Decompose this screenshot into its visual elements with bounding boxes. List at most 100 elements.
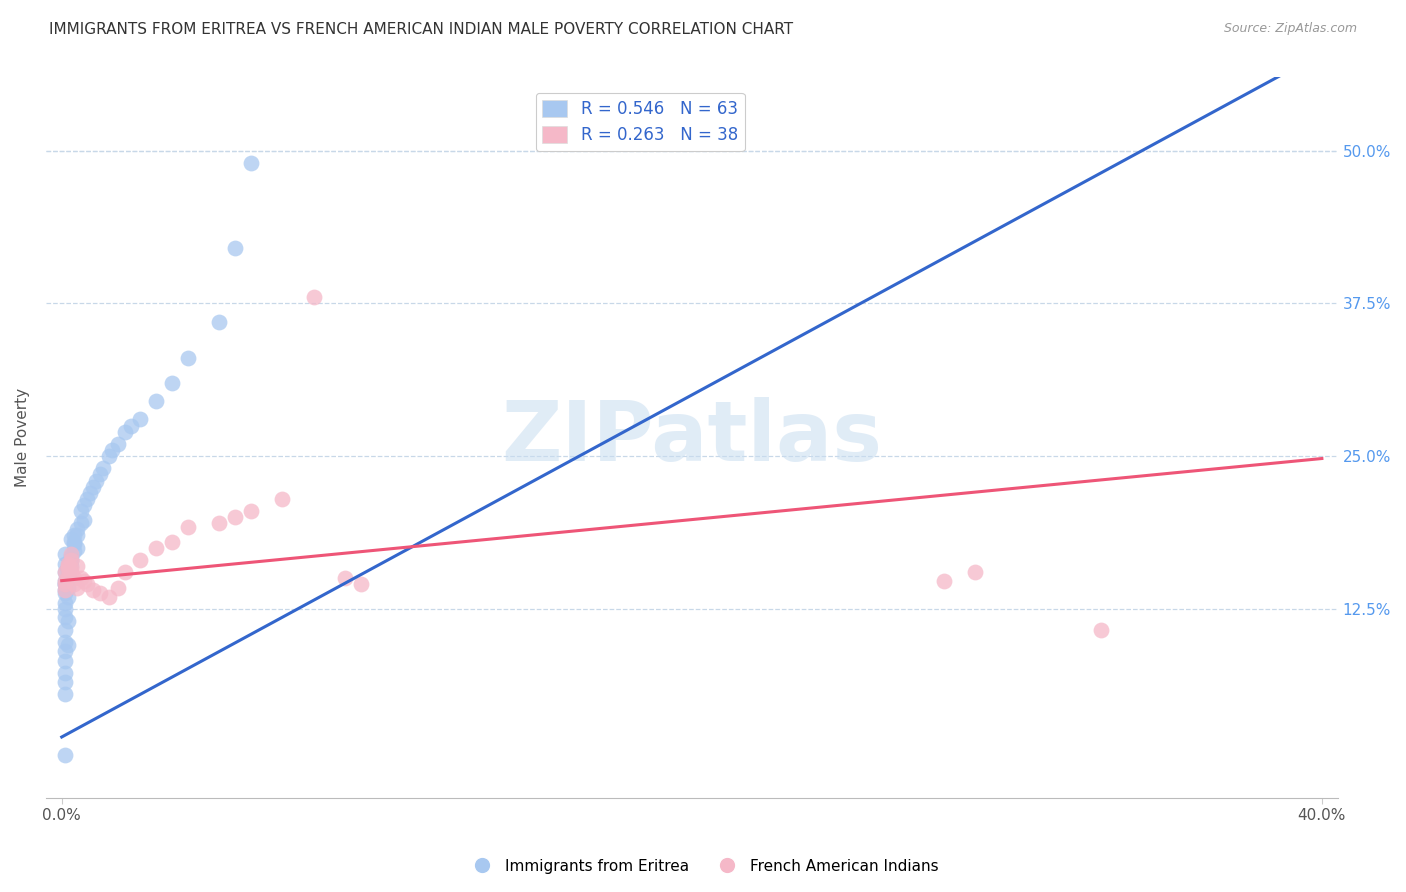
Point <box>107 437 129 451</box>
Legend: Immigrants from Eritrea, French American Indians: Immigrants from Eritrea, French American… <box>461 853 945 880</box>
Point <box>89 467 111 482</box>
Point <box>53 577 76 591</box>
Point <box>63 528 86 542</box>
Point <box>114 425 136 439</box>
Point <box>56 590 79 604</box>
Point <box>53 565 76 579</box>
Text: Source: ZipAtlas.com: Source: ZipAtlas.com <box>1223 22 1357 36</box>
Point <box>56 565 79 579</box>
Point <box>69 504 91 518</box>
Point <box>53 547 76 561</box>
Point <box>56 568 79 582</box>
Point <box>63 571 86 585</box>
Point <box>53 574 76 588</box>
Point <box>224 510 246 524</box>
Point <box>56 561 79 575</box>
Point <box>53 666 76 681</box>
Point <box>69 516 91 531</box>
Point <box>160 376 183 390</box>
Point <box>89 586 111 600</box>
Point <box>239 156 262 170</box>
Point <box>53 583 76 598</box>
Point <box>66 559 89 574</box>
Point <box>53 623 76 637</box>
Point <box>60 559 83 574</box>
Point <box>76 491 98 506</box>
Point <box>965 565 987 579</box>
Legend: R = 0.546   N = 63, R = 0.263   N = 38: R = 0.546 N = 63, R = 0.263 N = 38 <box>536 93 745 151</box>
Point <box>56 581 79 595</box>
Point <box>53 577 76 591</box>
Point <box>98 590 121 604</box>
Point <box>53 601 76 615</box>
Point <box>224 242 246 256</box>
Point <box>53 574 76 588</box>
Point <box>53 748 76 763</box>
Point <box>53 557 76 571</box>
Point <box>86 474 108 488</box>
Point <box>66 581 89 595</box>
Point <box>208 516 231 531</box>
Point <box>82 583 104 598</box>
Point <box>932 574 955 588</box>
Point <box>69 571 91 585</box>
Point <box>66 528 89 542</box>
Point <box>120 418 142 433</box>
Point <box>60 549 83 564</box>
Point <box>60 553 83 567</box>
Point <box>177 351 200 366</box>
Point <box>56 557 79 571</box>
Point <box>53 654 76 668</box>
Point <box>239 504 262 518</box>
Point <box>73 498 96 512</box>
Point <box>53 687 76 701</box>
Point <box>53 583 76 598</box>
Point <box>79 485 101 500</box>
Point <box>56 559 79 574</box>
Point <box>56 563 79 577</box>
Point <box>302 290 325 304</box>
Point <box>129 412 152 426</box>
Point <box>271 491 294 506</box>
Point <box>60 532 83 546</box>
Point <box>60 565 83 579</box>
Point <box>53 565 76 579</box>
Point <box>107 581 129 595</box>
Point <box>63 537 86 551</box>
Point <box>208 315 231 329</box>
Point <box>145 394 167 409</box>
Point <box>60 561 83 575</box>
Text: IMMIGRANTS FROM ERITREA VS FRENCH AMERICAN INDIAN MALE POVERTY CORRELATION CHART: IMMIGRANTS FROM ERITREA VS FRENCH AMERIC… <box>49 22 793 37</box>
Point <box>91 461 114 475</box>
Point <box>145 541 167 555</box>
Point <box>98 449 121 463</box>
Point <box>63 534 86 549</box>
Point <box>53 644 76 658</box>
Point <box>53 586 76 600</box>
Point <box>66 541 89 555</box>
Point <box>56 614 79 628</box>
Point <box>53 596 76 610</box>
Point <box>56 639 79 653</box>
Point <box>73 512 96 526</box>
Point <box>53 675 76 690</box>
Point <box>56 571 79 585</box>
Point <box>63 577 86 591</box>
Point <box>63 544 86 558</box>
Point <box>350 577 373 591</box>
Point <box>129 553 152 567</box>
Point <box>56 567 79 582</box>
Point <box>114 565 136 579</box>
Point <box>76 577 98 591</box>
Point <box>56 559 79 574</box>
Point <box>101 442 124 457</box>
Point <box>53 610 76 624</box>
Point <box>60 553 83 567</box>
Point <box>60 553 83 567</box>
Point <box>53 577 76 591</box>
Point <box>73 574 96 588</box>
Point <box>56 561 79 575</box>
Point <box>335 571 357 585</box>
Text: ZIPatlas: ZIPatlas <box>502 397 883 478</box>
Point <box>177 520 200 534</box>
